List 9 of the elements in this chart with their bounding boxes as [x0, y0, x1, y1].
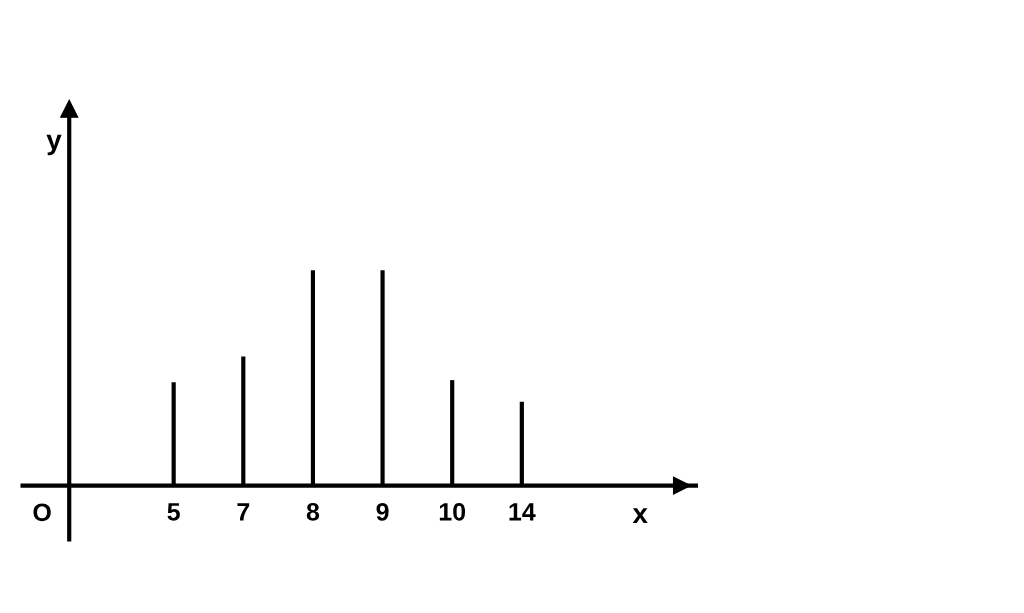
x-tick-label: 8	[306, 502, 320, 521]
y-axis-title: y	[46, 134, 62, 156]
x-tick-label: 7	[237, 503, 250, 521]
x-axis-title: x	[632, 508, 648, 523]
x-tick-label: 5	[167, 503, 180, 521]
x-tick-label: 10	[439, 502, 466, 521]
text: O	[33, 503, 51, 522]
x-tick-label: 9	[376, 502, 389, 521]
x-tick-label: 14	[509, 503, 536, 521]
